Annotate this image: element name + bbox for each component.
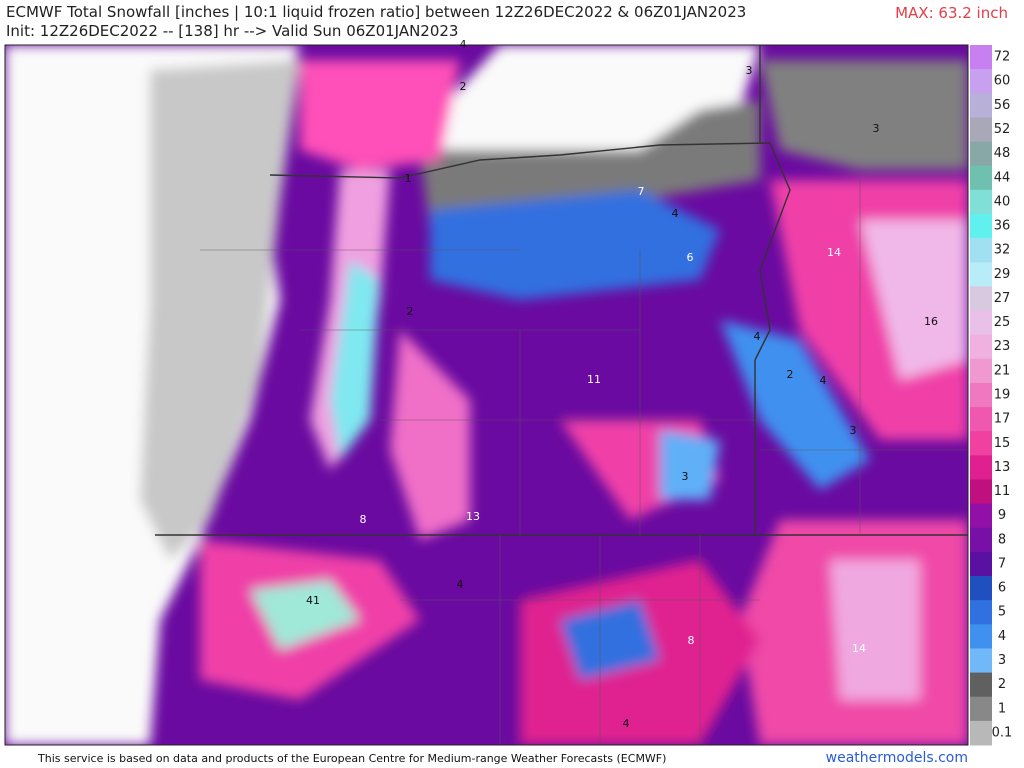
colorbar-label: 48 [994,146,1011,161]
colorbar-swatch [970,431,992,456]
colorbar-swatch [970,334,992,360]
colorbar-label: 5 [998,605,1006,620]
map-label: 11 [587,373,601,386]
colorbar-label: 15 [994,436,1011,451]
snowfall-field [5,45,968,745]
colorbar-swatch [970,720,992,746]
state-borders [155,45,968,536]
colorbar-swatch [970,69,992,94]
map-label: 2 [407,305,414,318]
colorbar-label: 36 [994,219,1011,234]
colorbar-label: 56 [994,98,1011,113]
map-label: 3 [873,122,880,135]
colorbar-swatch [970,45,992,70]
map-label: 4 [623,717,630,730]
colorbar-swatch [970,648,992,674]
colorbar-swatch [970,382,992,408]
colorbar-label: 13 [994,460,1011,475]
colorbar-label: 52 [994,122,1011,137]
colorbar-swatch [970,358,992,384]
footer: This service is based on data and produc… [38,752,667,765]
map-label: 14 [827,246,841,259]
colorbar-swatch [970,600,992,625]
colorbar-swatch [970,262,992,287]
site-link[interactable]: weathermodels.com [825,750,968,766]
map-label: 4 [460,38,467,51]
colorbar-swatch [970,165,992,191]
map-label: 1 [405,172,412,185]
map-label: 3 [746,64,753,77]
init-line: Init: 12Z26DEC2022 -- [138] hr --> Valid… [6,22,459,40]
colorbar-swatch [970,407,992,432]
colorbar-label: 44 [994,170,1011,185]
colorbar-label: 21 [994,363,1011,378]
map-label: 4 [457,578,464,591]
colorbar-label: 27 [994,291,1011,306]
map-label: 4 [820,374,827,387]
colorbar-label: 1 [998,701,1006,716]
colorbar-label: 9 [998,508,1006,523]
colorbar-label: 3 [998,653,1006,668]
colorbar-label: 17 [994,412,1011,427]
colorbar-swatch [970,455,992,480]
colorbar-swatch [970,696,992,722]
colorbar-label: 11 [994,484,1011,499]
map-label: 6 [687,251,694,264]
colorbar: 7260565248444036322927252321191715131198… [970,45,1012,746]
map-label: 13 [466,510,480,523]
title: ECMWF Total Snowfall [inches | 10:1 liqu… [6,3,747,21]
colorbar-label: 4 [998,629,1006,644]
colorbar-label: 8 [998,532,1006,547]
colorbar-label: 32 [994,243,1011,258]
colorbar-label: 6 [998,581,1006,596]
colorbar-label: 60 [994,74,1011,89]
colorbar-swatch [970,141,992,167]
colorbar-label: 0.1 [992,725,1013,740]
map-frame [4,44,969,746]
map-label: 3 [850,424,857,437]
colorbar-label: 7 [998,556,1006,571]
colorbar-swatch [970,310,992,336]
colorbar-swatch [970,213,992,239]
colorbar-swatch [970,117,992,143]
colorbar-swatch [970,479,992,505]
map-label: 4 [754,330,761,343]
colorbar-swatch [970,503,992,529]
map-label: 2 [460,80,467,93]
map-label: 14 [852,642,866,655]
colorbar-swatch [970,672,992,698]
colorbar-swatch [970,189,992,215]
colorbar-label: 25 [994,315,1011,330]
colorbar-swatch [970,576,992,601]
colorbar-swatch [970,624,992,649]
colorbar-label: 40 [994,194,1011,209]
colorbar-swatch [970,551,992,577]
map-label: 4 [672,207,679,220]
map-label: 8 [688,634,695,647]
colorbar-swatch [970,93,992,118]
colorbar-swatch [970,238,992,263]
max-label: MAX: 63.2 inch [895,4,1008,22]
colorbar-label: 29 [994,267,1011,282]
colorbar-label: 23 [994,339,1011,354]
map-label: 41 [306,594,320,607]
map-label: 3 [682,470,689,483]
map-labels: 4 2 3 3 1 7 4 6 14 2 16 4 2 4 11 3 3 8 13 4 41 8 14 4 [306,38,938,730]
colorbar-swatch [970,286,992,312]
map-label: 16 [924,315,938,328]
map-label: 8 [360,513,367,526]
colorbar-label: 72 [994,50,1011,65]
colorbar-label: 2 [998,677,1006,692]
map-label: 7 [638,185,645,198]
colorbar-label: 19 [994,388,1011,403]
colorbar-swatch [970,527,992,553]
map-label: 2 [787,368,794,381]
county-borders [200,180,968,745]
